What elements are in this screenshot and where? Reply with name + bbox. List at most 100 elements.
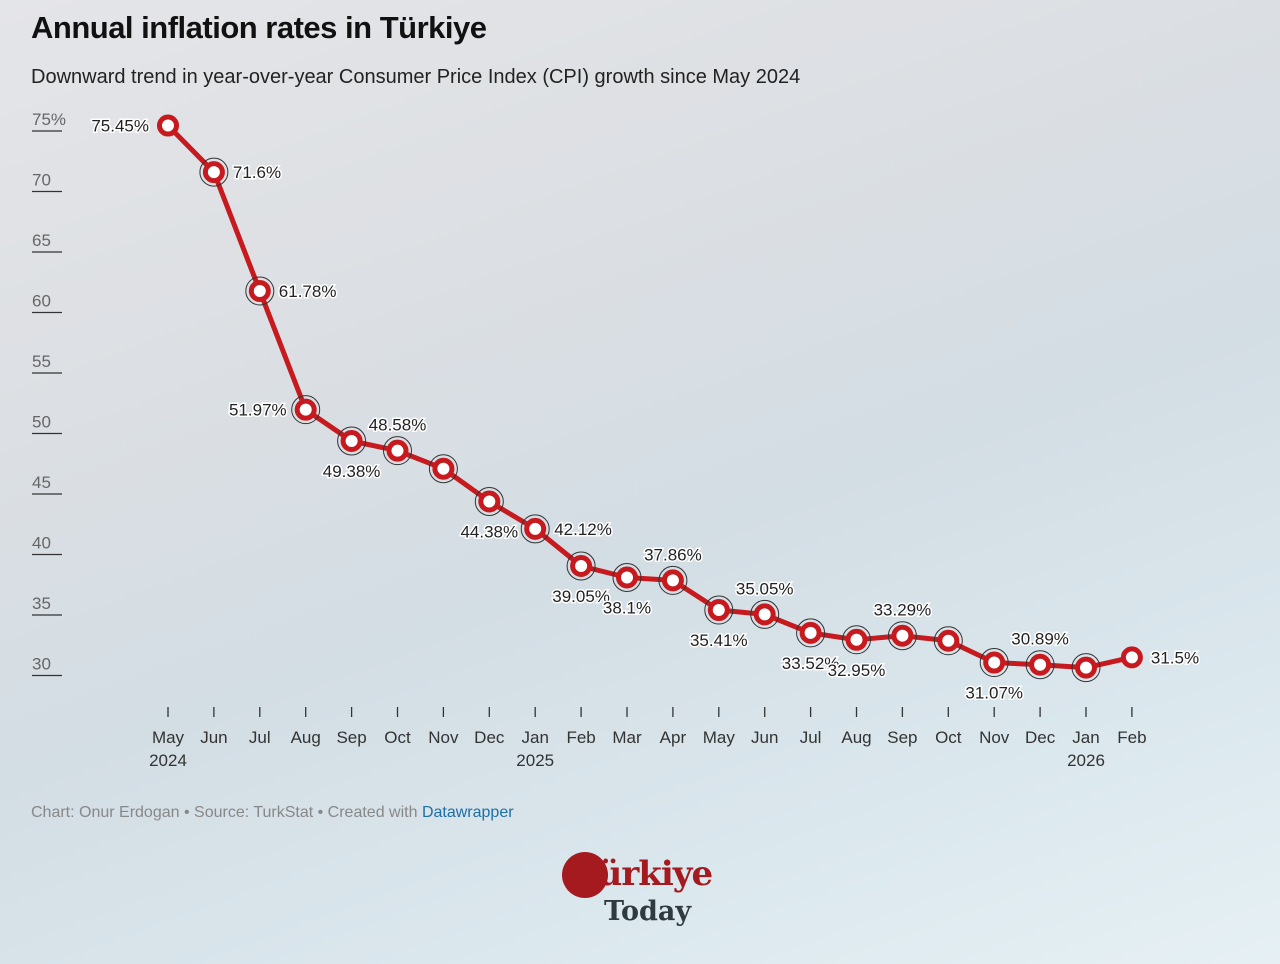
x-tick-label: Feb <box>1117 728 1146 747</box>
data-point <box>707 599 730 622</box>
point-halo <box>704 595 734 625</box>
x-tick-label: Oct <box>384 728 411 747</box>
data-point <box>386 439 409 462</box>
y-tick-label: 75% <box>32 110 66 129</box>
x-tick-label: Dec <box>1025 728 1056 747</box>
point-halo <box>1071 653 1101 683</box>
x-tick-label: May <box>152 728 185 747</box>
chart-title: Annual inflation rates in Türkiye <box>31 10 487 45</box>
y-tick-label: 55 <box>32 352 51 371</box>
data-label: 33.52% <box>782 654 840 673</box>
data-label: 35.05% <box>736 579 794 598</box>
point-halo <box>979 648 1009 678</box>
point-halo <box>887 621 917 651</box>
data-point <box>891 624 914 647</box>
data-point <box>432 457 455 480</box>
data-point <box>799 621 822 644</box>
data-point <box>616 566 638 589</box>
chart-subtitle: Downward trend in year-over-year Consume… <box>31 66 801 88</box>
data-point <box>340 430 363 453</box>
logo-circle <box>562 852 608 898</box>
point-halo <box>199 157 229 187</box>
data-point <box>202 161 225 184</box>
data-point <box>661 569 684 592</box>
x-tick-label: Jun <box>751 728 778 747</box>
data-label: 37.86% <box>644 545 702 564</box>
datawrapper-link[interactable]: Datawrapper <box>421 804 514 821</box>
point-halo <box>933 626 963 656</box>
point-halo <box>612 562 642 592</box>
y-tick-label: 40 <box>32 534 51 553</box>
point-halo <box>750 599 780 629</box>
x-tick-label: Jan <box>1072 728 1099 747</box>
y-tick-label: 30 <box>32 655 51 674</box>
data-label: 75.45% <box>91 117 149 136</box>
data-point <box>1120 646 1143 669</box>
credit-text: Chart: Onur Erdogan • Source: TurkStat •… <box>31 804 422 821</box>
y-tick-label: 60 <box>32 292 51 311</box>
x-tick-label: Mar <box>612 728 642 747</box>
x-tick-year: 2026 <box>1067 751 1105 770</box>
data-point <box>1075 656 1097 679</box>
data-label: 39.05% <box>552 587 610 606</box>
y-tick-label: 45 <box>32 473 51 492</box>
y-tick-label: 35 <box>32 594 51 613</box>
data-label: 51.97% <box>229 401 287 420</box>
y-tick-label: 70 <box>32 171 51 190</box>
data-point <box>937 629 960 652</box>
data-point <box>248 279 271 302</box>
x-tick-label: Apr <box>660 728 687 747</box>
turkiye-today-logo: Türkiye Today <box>562 852 732 932</box>
line-chart: 75% 70 65 60 55 50 45 40 35 30 May 2024 Jun Jul Aug Sep… <box>32 110 1201 770</box>
x-tick-label: Oct <box>935 728 962 747</box>
data-point <box>524 517 547 540</box>
point-halo <box>658 565 688 595</box>
x-tick-year: 2024 <box>149 751 187 770</box>
data-label: 71.6% <box>233 163 281 182</box>
point-halo <box>1025 650 1055 680</box>
data-label: 31.07% <box>965 684 1023 703</box>
x-tick-label: Aug <box>841 728 871 747</box>
data-label: 33.29% <box>874 601 932 620</box>
y-tick-label: 65 <box>32 231 51 250</box>
logo-line2: Today <box>604 896 692 927</box>
x-tick-label: Feb <box>566 728 595 747</box>
data-point <box>478 490 501 513</box>
x-tick-label: Jul <box>800 728 822 747</box>
point-halo <box>842 625 871 655</box>
point-halo <box>474 487 504 517</box>
data-label: 49.38% <box>323 462 381 481</box>
point-halo <box>796 618 826 648</box>
data-label: 48.58% <box>369 416 427 435</box>
point-halo <box>566 551 596 581</box>
point-halo <box>520 514 550 544</box>
data-point <box>157 114 179 137</box>
series-line <box>166 123 1133 671</box>
data-label: 31.5% <box>1151 648 1199 667</box>
point-halo <box>383 436 412 466</box>
y-tick-label: 50 <box>32 413 51 432</box>
point-halo <box>245 276 275 306</box>
data-point <box>1029 653 1052 676</box>
data-point <box>570 554 593 577</box>
point-halo <box>337 426 367 456</box>
data-label: 38.1% <box>603 598 651 617</box>
x-tick-label: Jun <box>200 728 227 747</box>
data-point <box>753 603 776 626</box>
x-tick-label: Sep <box>887 728 917 747</box>
x-tick-label: Nov <box>979 728 1010 747</box>
data-label: 32.95% <box>828 661 886 680</box>
x-tick-label: Dec <box>474 728 505 747</box>
data-label: 61.78% <box>279 282 337 301</box>
chart-footer: Chart: Onur Erdogan • Source: TurkStat •… <box>31 804 514 822</box>
data-label: 35.41% <box>690 631 748 650</box>
x-tick-label: Nov <box>428 728 459 747</box>
point-halo <box>291 395 321 425</box>
data-point <box>294 398 317 421</box>
x-tick-label: Sep <box>336 728 366 747</box>
data-label: 44.38% <box>460 523 518 542</box>
x-tick-year: 2025 <box>516 751 554 770</box>
data-point <box>983 651 1006 674</box>
x-tick-label: Jan <box>521 728 548 747</box>
x-tick-label: Jul <box>249 728 271 747</box>
